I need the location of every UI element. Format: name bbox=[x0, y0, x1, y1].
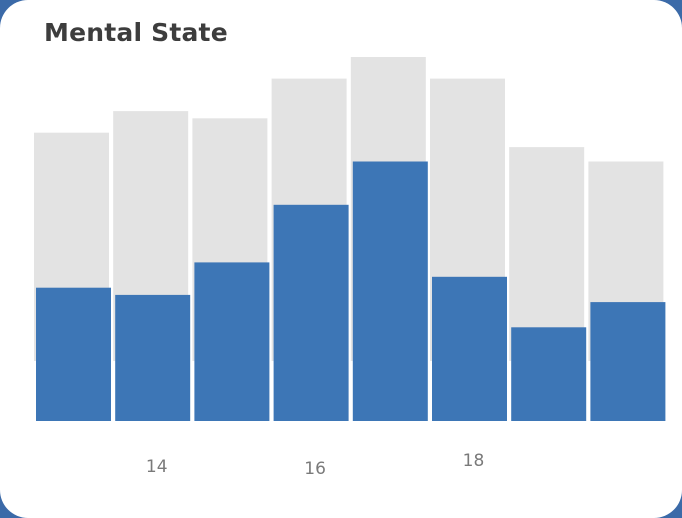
value-bar bbox=[352, 161, 428, 421]
value-bar bbox=[36, 287, 111, 421]
value-bar bbox=[590, 302, 666, 421]
value-bar bbox=[194, 262, 270, 421]
x-tick-label: 16 bbox=[304, 459, 326, 479]
value-bar bbox=[432, 276, 507, 421]
value-bar bbox=[273, 204, 349, 421]
background-bar bbox=[509, 147, 585, 361]
x-tick-label: 18 bbox=[463, 451, 485, 471]
x-tick-label: 14 bbox=[146, 457, 168, 477]
value-bar bbox=[511, 327, 587, 421]
value-bar bbox=[115, 294, 191, 421]
chart-title: Mental State bbox=[44, 18, 228, 47]
